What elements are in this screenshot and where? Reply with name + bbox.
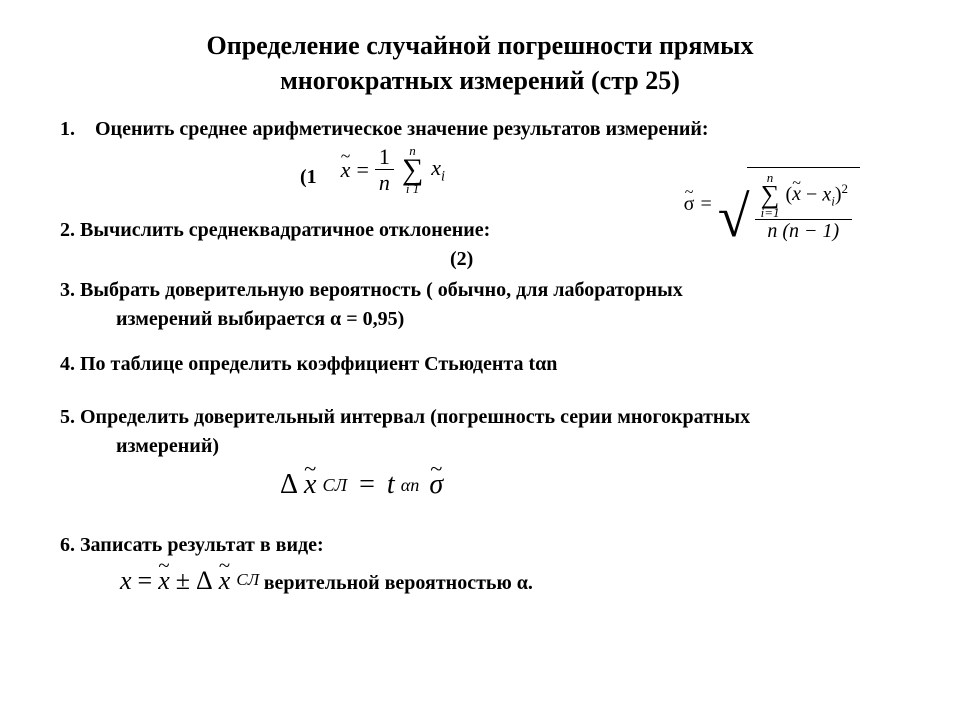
step-6: 6. Записать результат в виде:	[60, 532, 900, 559]
sqrt: √ n ∑ i=1 (x − xi)2 n (n − 1)	[718, 167, 860, 241]
step2-block: 2. Вычислить среднеквадратичное отклонен…	[60, 213, 900, 246]
formula-3: ΔxСЛ = tαn σ	[60, 466, 443, 504]
sl-sub: СЛ	[322, 473, 347, 498]
step-3b: измерений выбирается α = 0,95)	[60, 306, 900, 333]
equals-2: =	[700, 191, 711, 218]
delta-4: Δ	[196, 563, 213, 598]
frac-sigma: n ∑ i=1 (x − xi)2 n (n − 1)	[755, 172, 852, 241]
page-title: Определение случайной погрешности прямых…	[60, 28, 900, 98]
sigma-tilde: σ	[684, 191, 695, 218]
xi-i: i	[441, 168, 445, 184]
paren-term: (x − xi)2	[785, 182, 848, 208]
x-tilde-4: x	[158, 563, 170, 598]
formula-4-row: x = x ± ΔxСЛ верительной вероятностью α.	[60, 563, 900, 598]
formula-2: σ = √ n ∑ i=1 (x − xi)2 n (n	[684, 167, 860, 241]
sum2: n ∑ i=1	[761, 172, 780, 217]
xi: xi	[431, 153, 445, 187]
eq2-label: (2)	[450, 248, 473, 270]
equals: =	[356, 155, 368, 185]
equals-3: =	[359, 466, 375, 504]
num-1: 1	[375, 145, 394, 170]
step-3a: 3. Выбрать доверительную вероятность ( о…	[60, 277, 900, 304]
eq2-label-row: (2)	[60, 246, 900, 273]
sum-bottom: i 1	[406, 183, 419, 194]
x-tilde-4b: x	[219, 563, 231, 598]
step-5a: 5. Определить доверительный интервал (по…	[60, 404, 900, 431]
xi-x: x	[431, 155, 441, 180]
sum2-bot: i=1	[761, 207, 780, 218]
den-n: n	[375, 170, 394, 194]
step-2: 2. Вычислить среднеквадратичное отклонен…	[60, 217, 490, 244]
t-sub: αn	[401, 473, 420, 498]
equals-4: =	[138, 563, 153, 598]
sqrt-body: n ∑ i=1 (x − xi)2 n (n − 1)	[747, 167, 860, 241]
sum-symbol: n ∑ i 1	[402, 145, 423, 194]
frac-1-n: 1 n	[375, 145, 394, 194]
sl-sub-4: СЛ	[236, 569, 259, 592]
title-line-1: Определение случайной погрешности прямых	[207, 31, 754, 60]
title-line-2: многократных измерений (стр 25)	[280, 66, 680, 95]
formula-4: x = x ± ΔxСЛ	[120, 563, 259, 598]
pm: ±	[176, 563, 190, 598]
sigma-tilde-3: σ	[429, 466, 443, 504]
formula-1: x = 1 n n ∑ i 1 xi	[341, 145, 445, 194]
delta: Δ	[280, 466, 298, 504]
sigma-glyph: ∑	[402, 156, 423, 183]
overlay-tail: верительной вероятностью α.	[260, 570, 537, 597]
t: t	[387, 466, 395, 504]
x-tilde-3: x	[304, 466, 316, 504]
x4: x	[120, 563, 132, 598]
x-tilde: x	[341, 155, 351, 185]
sum2-sigma: ∑	[761, 183, 780, 206]
step-5b: измерений)	[60, 433, 900, 460]
eq1-label: (1	[300, 164, 317, 191]
step-4-text: 4. По таблице определить коэффициент Сть…	[60, 353, 557, 375]
sqrt-num: n ∑ i=1 (x − xi)2	[755, 172, 852, 219]
step6-tail-text: верительной вероятностью α.	[264, 572, 533, 594]
step-1: 1. Оценить среднее арифметическое значен…	[60, 116, 900, 143]
step-4: 4. По таблице определить коэффициент Сть…	[60, 351, 900, 378]
sqrt-den: n (n − 1)	[763, 220, 843, 242]
sqrt-symbol: √	[718, 192, 750, 241]
